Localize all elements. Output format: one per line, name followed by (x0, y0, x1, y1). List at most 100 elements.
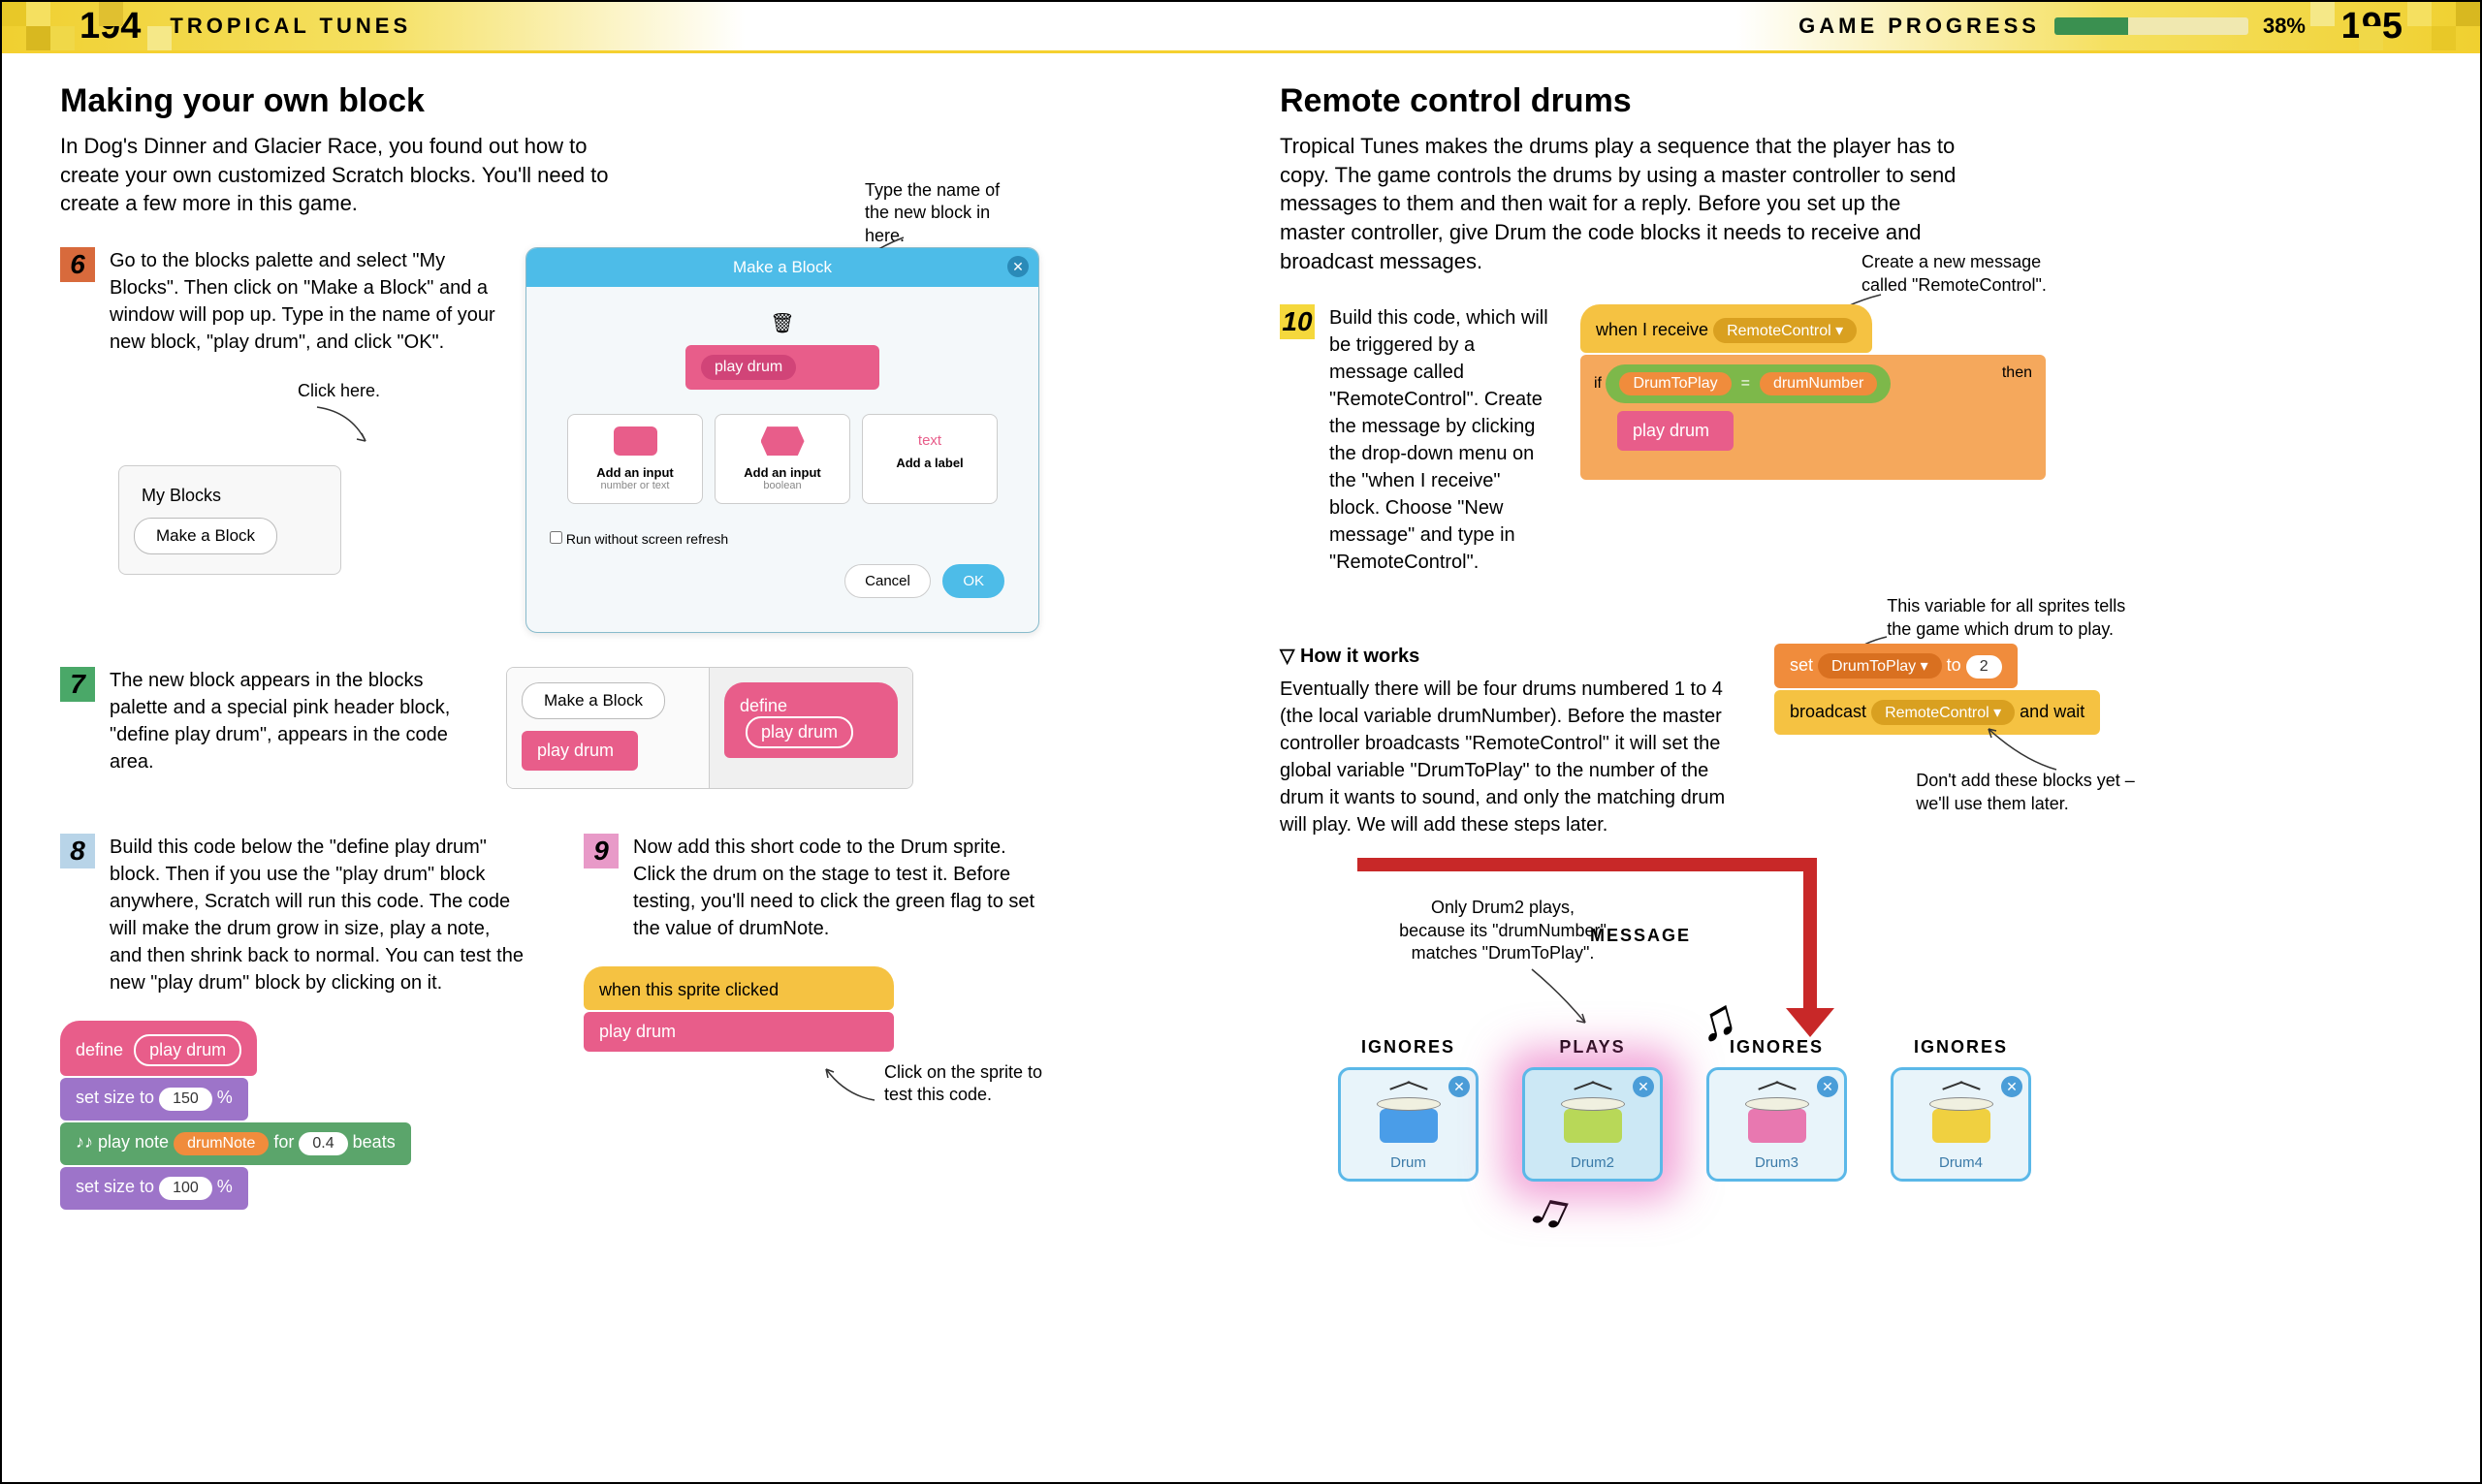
left-intro: In Dog's Dinner and Glacier Race, you fo… (60, 132, 622, 218)
drum-label: IGNORES (1706, 1037, 1847, 1058)
block-name-input[interactable]: play drum (701, 355, 796, 380)
step-10-text: Build this code, which will be triggered… (1329, 304, 1551, 576)
step-9: 9 Now add this short code to the Drum sp… (584, 834, 1049, 942)
set-var-block[interactable]: set DrumToPlay ▾ to 2 (1774, 644, 2018, 688)
option-add-label[interactable]: text Add a label (862, 414, 998, 504)
music-icon: ♪♪ (76, 1132, 93, 1152)
progress-label: GAME PROGRESS (1798, 14, 2040, 39)
step-10: 10 Build this code, which will be trigge… (1280, 304, 1551, 576)
right-intro: Tropical Tunes makes the drums play a se… (1280, 132, 1958, 275)
refresh-checkbox[interactable] (550, 531, 562, 544)
arrow-curve-icon (1522, 964, 1600, 1032)
how-it-works-title: How it works (1280, 644, 1735, 668)
when-clicked-block[interactable]: when this sprite clicked (584, 966, 894, 1010)
play-note-block[interactable]: ♪♪ play note drumNote for 0.4 beats (60, 1122, 411, 1165)
block-preview: play drum (685, 345, 879, 390)
close-icon[interactable]: ✕ (2001, 1076, 2022, 1097)
callout-dont-add: Don't add these blocks yet – we'll use t… (1916, 770, 2139, 815)
define-block[interactable]: define play drum (724, 682, 898, 758)
checkbox-row[interactable]: Run without screen refresh (546, 523, 1019, 554)
step-6: 6 Go to the blocks palette and select "M… (60, 247, 496, 356)
play-drum-block[interactable]: play drum (1617, 411, 1734, 451)
step-7-text: The new block appears in the blocks pale… (110, 667, 467, 775)
drum-col-3: IGNORES ✕ Drum3 (1706, 1037, 1847, 1182)
equals-condition: DrumToPlay = drumNumber (1606, 364, 1891, 403)
make-a-block-button[interactable]: Make a Block (522, 682, 665, 719)
left-column: Making your own block In Dog's Dinner an… (60, 82, 1202, 1265)
drum-sprite[interactable]: ✕ Drum (1338, 1067, 1479, 1182)
drum-icon (1559, 1089, 1627, 1143)
drum-row: IGNORES ✕ Drum PLAYS (1338, 1037, 2031, 1182)
my-blocks-panel: My Blocks Make a Block (118, 465, 341, 575)
my-blocks-label: My Blocks (134, 486, 326, 506)
option-row: Add an input number or text Add an input… (546, 414, 1019, 504)
when-receive-block[interactable]: when I receive RemoteControl ▾ (1580, 304, 1872, 353)
progress-section: GAME PROGRESS 38% (1798, 14, 2306, 39)
close-icon[interactable]: ✕ (1007, 256, 1029, 277)
how-it-works-text: Eventually there will be four drums numb… (1280, 676, 1735, 838)
header-bar: 194 TROPICAL TUNES GAME PROGRESS 38% 195 (2, 2, 2480, 50)
drum-label: PLAYS (1522, 1037, 1663, 1058)
step-num-9: 9 (584, 834, 619, 868)
ok-button[interactable]: OK (942, 564, 1004, 598)
drum-sprite[interactable]: ✕ Drum3 (1706, 1067, 1847, 1182)
left-title: Making your own block (60, 82, 1202, 120)
right-title: Remote control drums (1280, 82, 2422, 120)
step6-area: 6 Go to the blocks palette and select "M… (60, 247, 1202, 633)
header-pixels-right (2238, 2, 2480, 50)
callout-drum2: Only Drum2 plays, because its "drumNumbe… (1396, 897, 1609, 964)
callout-variable: This variable for all sprites tells the … (1887, 595, 2129, 641)
trash-icon: 🗑 (770, 313, 794, 334)
drum-label: IGNORES (1891, 1037, 2031, 1058)
step-num-8: 8 (60, 834, 95, 868)
right-column: Remote control drums Tropical Tunes make… (1280, 82, 2422, 1265)
step-8: 8 Build this code below the "define play… (60, 834, 525, 996)
play-drum-block[interactable]: play drum (522, 731, 638, 771)
option-input-boolean[interactable]: Add an input boolean (715, 414, 850, 504)
drum-label: IGNORES (1338, 1037, 1479, 1058)
callout-new-message: Create a new message called "RemoteContr… (1862, 251, 2075, 297)
define-block[interactable]: define play drum (60, 1021, 257, 1076)
close-icon[interactable]: ✕ (1448, 1076, 1470, 1097)
callout-test-code: Click on the sprite to test this code. (884, 1061, 1049, 1107)
dialog-title-text: Make a Block (733, 258, 832, 276)
red-arrow-vertical (1803, 858, 1817, 1013)
make-a-block-button[interactable]: Make a Block (134, 518, 277, 554)
drum-sprite[interactable]: ✕ Drum4 (1891, 1067, 2031, 1182)
progress-fill (2054, 17, 2128, 35)
step10-code: Create a new message called "RemoteContr… (1580, 304, 2046, 480)
set-size-block[interactable]: set size to 150 % (60, 1078, 248, 1121)
content: Making your own block In Dog's Dinner an… (2, 53, 2480, 1294)
play-drum-block[interactable]: play drum (584, 1012, 894, 1052)
palette-left: Make a Block play drum (507, 668, 710, 788)
header-pixels-left (2, 2, 244, 50)
drum-icon (1927, 1089, 1995, 1143)
step-num-6: 6 (60, 247, 95, 282)
option-input-number[interactable]: Add an input number or text (567, 414, 703, 504)
drum-col-1: IGNORES ✕ Drum (1338, 1037, 1479, 1182)
step-num-10: 10 (1280, 304, 1315, 339)
close-icon[interactable]: ✕ (1817, 1076, 1838, 1097)
palette-split: Make a Block play drum define play drum (506, 667, 913, 789)
progress-bar (2054, 17, 2248, 35)
drum-sprite-active[interactable]: ✕ Drum2 (1522, 1067, 1663, 1182)
close-icon[interactable]: ✕ (1633, 1076, 1654, 1097)
music-note-icon: ♫ (1520, 1173, 1582, 1246)
dialog-body: 🗑 play drum Add an input number or text (526, 287, 1038, 632)
palette-right: define play drum (710, 668, 912, 788)
page-spread: 194 TROPICAL TUNES GAME PROGRESS 38% 195… (0, 0, 2482, 1484)
drum-icon (1743, 1089, 1811, 1143)
step-9-text: Now add this short code to the Drum spri… (633, 834, 1049, 942)
drum-col-4: IGNORES ✕ Drum4 (1891, 1037, 2031, 1182)
step-7: 7 The new block appears in the blocks pa… (60, 667, 467, 775)
cancel-button[interactable]: Cancel (844, 564, 931, 598)
make-block-dialog: Make a Block ✕ 🗑 play drum Add (525, 247, 1039, 633)
dialog-title: Make a Block ✕ (526, 248, 1038, 287)
drum-icon (1375, 1089, 1443, 1143)
red-arrow-horizontal (1357, 858, 1803, 871)
callout-click-here: Click here. (298, 381, 380, 400)
if-block[interactable]: if DrumToPlay = drumNumber then play dru… (1580, 355, 2046, 480)
step8-code: define play drum set size to 150 % ♪♪ pl… (60, 1021, 525, 1212)
arrow-curve-icon (816, 1061, 884, 1105)
set-size-block[interactable]: set size to 100 % (60, 1167, 248, 1210)
